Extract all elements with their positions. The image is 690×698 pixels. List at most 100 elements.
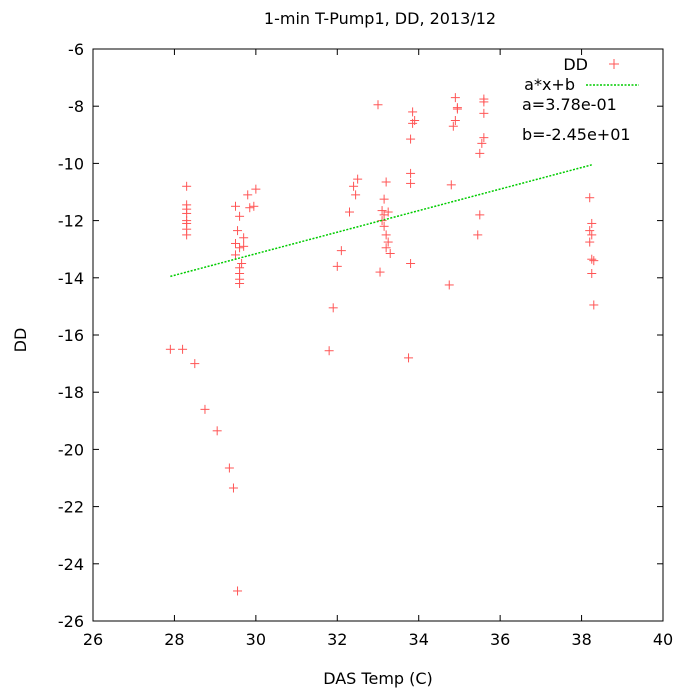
- data-point-marker: [351, 190, 361, 200]
- x-tick-label: 28: [164, 630, 184, 649]
- data-point-marker: [385, 248, 395, 258]
- data-point-marker: [231, 201, 240, 211]
- data-point-marker: [383, 237, 393, 247]
- data-point-marker: [404, 353, 414, 363]
- y-tick-label: -18: [58, 383, 84, 402]
- chart-title: 1-min T-Pump1, DD, 2013/12: [264, 9, 496, 28]
- y-tick-label: -16: [58, 326, 84, 345]
- data-point-marker: [332, 261, 342, 271]
- legend-marker-dd: [609, 59, 619, 69]
- x-axis: 26 28 30 32 34 36 38 40: [83, 49, 673, 649]
- y-tick-label: -10: [58, 154, 84, 173]
- data-point-marker: [324, 346, 334, 356]
- data-point-marker: [587, 269, 597, 279]
- x-tick-label: 32: [327, 630, 347, 649]
- x-axis-label: DAS Temp (C): [323, 669, 433, 688]
- data-point-marker: [212, 426, 222, 436]
- data-point-marker: [383, 207, 393, 217]
- data-point-marker: [448, 121, 458, 131]
- data-point-marker: [349, 181, 359, 191]
- data-point-marker: [165, 344, 175, 354]
- data-point-marker: [245, 203, 255, 213]
- data-point-marker: [589, 300, 599, 310]
- chart-marks: [165, 93, 599, 596]
- data-point-marker: [182, 230, 192, 240]
- data-point-marker: [479, 94, 489, 104]
- data-point-marker: [377, 206, 387, 216]
- x-tick-label: 26: [83, 630, 103, 649]
- legend-label-dd: DD: [563, 55, 588, 74]
- fit-line: [170, 164, 592, 278]
- data-point-marker: [450, 116, 460, 125]
- y-tick-label: -6: [68, 40, 84, 59]
- y-tick-label: -8: [68, 97, 84, 116]
- data-point-marker: [228, 483, 238, 493]
- x-tick-label: 34: [409, 630, 429, 649]
- y-tick-label: -26: [58, 612, 84, 631]
- data-point-marker: [239, 233, 249, 243]
- data-point-marker: [406, 134, 416, 144]
- data-point-marker: [450, 93, 460, 103]
- data-point-marker: [249, 201, 259, 211]
- data-point-marker: [475, 148, 485, 158]
- y-tick-label: -24: [58, 555, 84, 574]
- data-point-marker: [251, 184, 261, 194]
- data-point-marker: [233, 586, 243, 596]
- data-point-marker: [224, 463, 234, 473]
- data-point-marker: [587, 218, 597, 228]
- data-point-marker: [231, 250, 240, 260]
- data-point-marker: [200, 404, 210, 414]
- data-point-marker: [178, 344, 188, 354]
- data-point-marker: [585, 193, 595, 203]
- data-point-marker: [585, 226, 595, 236]
- data-point-marker: [328, 303, 338, 313]
- data-point-marker: [381, 230, 391, 240]
- data-point-marker: [237, 259, 247, 268]
- data-point-marker: [235, 279, 245, 289]
- y-tick-label: -22: [58, 498, 84, 517]
- data-point-marker: [231, 238, 240, 248]
- data-point-marker: [408, 118, 418, 128]
- data-point-marker: [479, 108, 489, 118]
- legend-fit-b: b=-2.45e+01: [522, 125, 631, 144]
- data-point-marker: [235, 243, 245, 253]
- data-point-marker: [585, 237, 595, 247]
- data-point-marker: [587, 230, 597, 240]
- legend-fit-a: a=3.78e-01: [522, 95, 617, 114]
- data-point-marker: [587, 254, 597, 264]
- data-point-marker: [446, 180, 456, 190]
- y-tick-label: -20: [58, 440, 84, 459]
- data-point-marker: [239, 241, 249, 251]
- data-point-marker: [379, 194, 389, 204]
- data-point-marker: [406, 168, 416, 178]
- y-tick-label: -12: [58, 212, 84, 231]
- data-point-marker: [589, 256, 599, 266]
- data-point-marker: [373, 100, 383, 110]
- data-point-marker: [336, 246, 346, 256]
- y-axis: -26 -24 -22 -20 -18 -16 -14 -12 -10 -8 -6: [58, 40, 663, 631]
- data-point-marker: [406, 259, 416, 268]
- data-point-marker: [375, 267, 385, 277]
- data-point-marker: [452, 104, 462, 114]
- data-point-marker: [379, 221, 389, 231]
- x-tick-label: 38: [571, 630, 591, 649]
- data-point-marker: [243, 190, 253, 200]
- data-point-marker: [381, 177, 391, 187]
- data-point-marker: [345, 207, 354, 217]
- y-tick-label: -14: [58, 269, 84, 288]
- x-tick-label: 36: [490, 630, 510, 649]
- y-axis-label: DD: [11, 328, 30, 353]
- data-point-marker: [235, 211, 245, 221]
- data-point-marker: [408, 107, 418, 117]
- legend: DD a*x+b a=3.78e-01 b=-2.45e+01: [522, 55, 639, 144]
- data-point-marker: [190, 359, 200, 369]
- data-point-marker: [353, 174, 363, 184]
- x-tick-label: 40: [653, 630, 673, 649]
- data-point-marker: [479, 133, 489, 143]
- data-point-marker: [182, 181, 192, 191]
- data-point-marker: [473, 230, 483, 240]
- data-point-marker: [477, 138, 487, 148]
- x-tick-label: 30: [246, 630, 266, 649]
- legend-label-fit: a*x+b: [524, 75, 575, 94]
